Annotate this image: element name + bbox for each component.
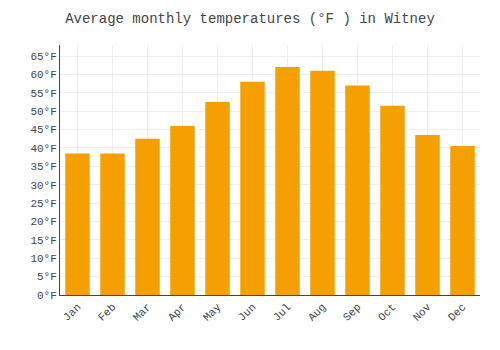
svg-text:15°F: 15°F bbox=[30, 235, 56, 247]
svg-text:25°F: 25°F bbox=[30, 198, 56, 210]
svg-text:35°F: 35°F bbox=[30, 161, 56, 173]
svg-text:10°F: 10°F bbox=[30, 253, 56, 265]
svg-text:Average monthly temperatures (: Average monthly temperatures (°F ) in Wi… bbox=[65, 11, 435, 27]
svg-text:Aug: Aug bbox=[306, 301, 328, 323]
svg-text:0°F: 0°F bbox=[37, 290, 57, 302]
svg-text:20°F: 20°F bbox=[30, 216, 56, 228]
svg-text:Jul: Jul bbox=[271, 301, 293, 323]
svg-text:Jan: Jan bbox=[61, 301, 83, 323]
svg-text:May: May bbox=[201, 301, 224, 324]
svg-text:Feb: Feb bbox=[96, 301, 118, 323]
svg-text:Dec: Dec bbox=[446, 301, 468, 323]
svg-text:Mar: Mar bbox=[131, 301, 153, 323]
svg-text:60°F: 60°F bbox=[30, 69, 56, 81]
svg-text:50°F: 50°F bbox=[30, 106, 56, 118]
svg-text:Apr: Apr bbox=[166, 301, 188, 323]
svg-text:40°F: 40°F bbox=[30, 143, 56, 155]
svg-text:Sep: Sep bbox=[341, 301, 363, 323]
svg-text:45°F: 45°F bbox=[30, 124, 56, 136]
svg-text:Jun: Jun bbox=[236, 301, 258, 323]
svg-text:Oct: Oct bbox=[376, 301, 398, 323]
svg-text:30°F: 30°F bbox=[30, 180, 56, 192]
svg-text:Nov: Nov bbox=[411, 301, 434, 324]
svg-text:5°F: 5°F bbox=[37, 271, 57, 283]
svg-text:65°F: 65°F bbox=[30, 51, 56, 63]
svg-text:55°F: 55°F bbox=[30, 88, 56, 100]
